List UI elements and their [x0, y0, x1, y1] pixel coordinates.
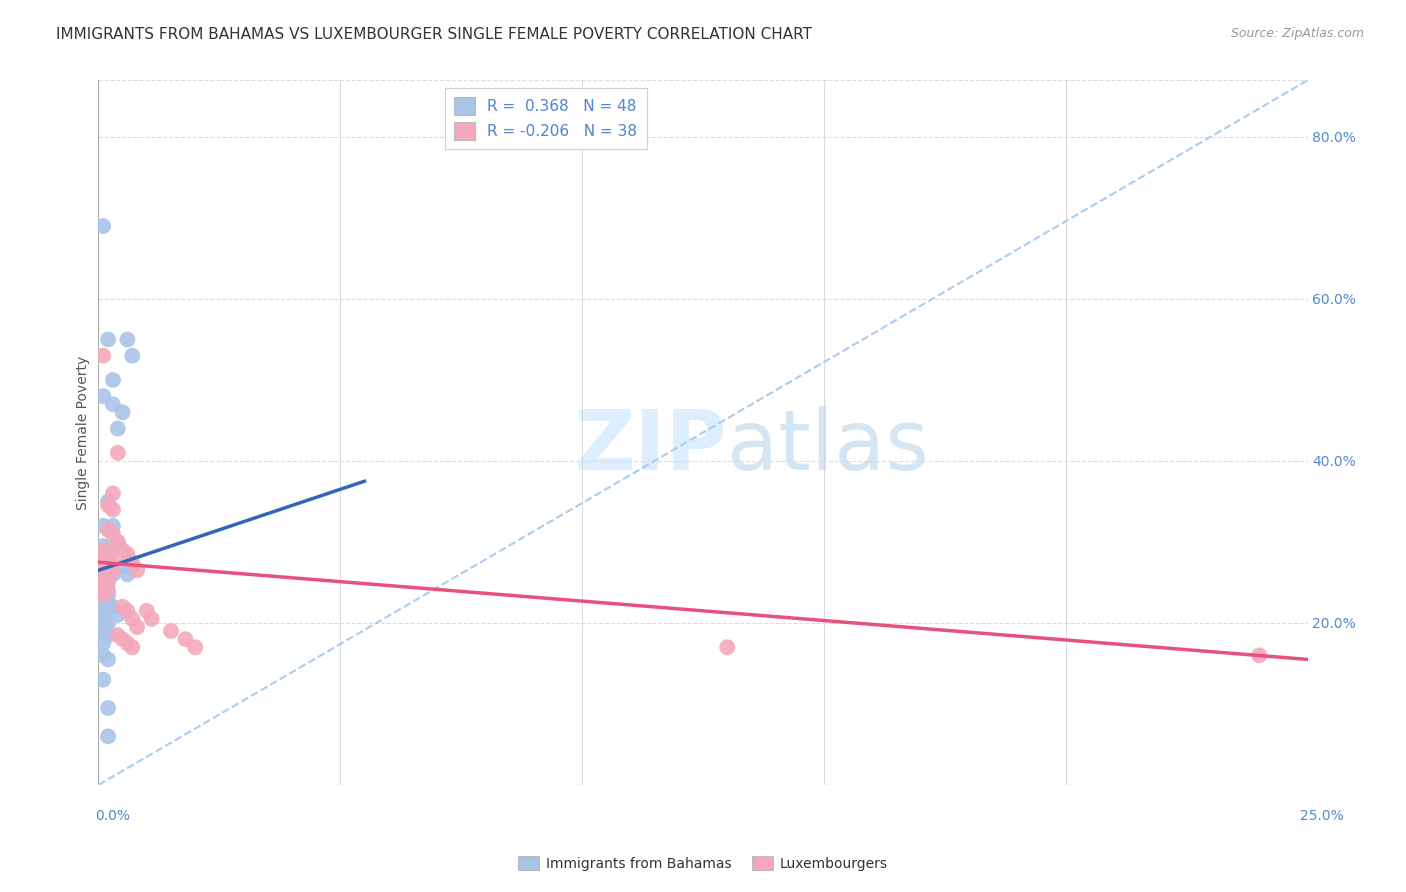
- Point: [91, 620, 114, 634]
- Text: 25.0%: 25.0%: [1301, 809, 1344, 823]
- Point: [91, 648, 114, 663]
- Point: [97, 499, 120, 513]
- Text: ZIP: ZIP: [575, 406, 727, 487]
- Point: [91, 518, 114, 533]
- Point: [111, 559, 134, 574]
- Point: [91, 555, 114, 569]
- Point: [111, 543, 134, 558]
- Point: [107, 535, 129, 549]
- Point: [111, 405, 134, 419]
- Point: [97, 559, 120, 574]
- Point: [97, 551, 120, 566]
- Point: [97, 583, 120, 598]
- Point: [101, 518, 124, 533]
- Point: [91, 580, 114, 594]
- Point: [97, 652, 120, 666]
- Point: [1249, 648, 1271, 663]
- Point: [121, 559, 143, 574]
- Point: [91, 583, 114, 598]
- Point: [91, 607, 114, 622]
- Text: Source: ZipAtlas.com: Source: ZipAtlas.com: [1230, 27, 1364, 40]
- Point: [91, 539, 114, 553]
- Point: [141, 612, 163, 626]
- Point: [184, 640, 207, 655]
- Point: [111, 599, 134, 614]
- Point: [91, 575, 114, 590]
- Point: [91, 555, 114, 569]
- Point: [91, 575, 114, 590]
- Point: [121, 640, 143, 655]
- Point: [97, 575, 120, 590]
- Text: IMMIGRANTS FROM BAHAMAS VS LUXEMBOURGER SINGLE FEMALE POVERTY CORRELATION CHART: IMMIGRANTS FROM BAHAMAS VS LUXEMBOURGER …: [56, 27, 813, 42]
- Y-axis label: Single Female Poverty: Single Female Poverty: [76, 356, 90, 509]
- Point: [101, 397, 124, 411]
- Legend: R =  0.368   N = 48, R = -0.206   N = 38: R = 0.368 N = 48, R = -0.206 N = 38: [444, 88, 647, 149]
- Point: [97, 559, 120, 574]
- Point: [121, 612, 143, 626]
- Point: [716, 640, 738, 655]
- Point: [91, 543, 114, 558]
- Point: [135, 604, 157, 618]
- Point: [91, 563, 114, 577]
- Point: [101, 373, 124, 387]
- Point: [127, 620, 149, 634]
- Point: [101, 486, 124, 500]
- Point: [101, 567, 124, 582]
- Point: [107, 421, 129, 435]
- Point: [107, 535, 129, 549]
- Point: [101, 599, 124, 614]
- Point: [117, 333, 139, 347]
- Point: [97, 494, 120, 508]
- Point: [101, 547, 124, 561]
- Point: [91, 604, 114, 618]
- Point: [91, 219, 114, 233]
- Point: [91, 591, 114, 606]
- Point: [97, 596, 120, 610]
- Point: [91, 612, 114, 626]
- Point: [101, 563, 124, 577]
- Point: [91, 673, 114, 687]
- Point: [107, 446, 129, 460]
- Text: atlas: atlas: [727, 406, 929, 487]
- Point: [121, 555, 143, 569]
- Point: [91, 547, 114, 561]
- Point: [101, 502, 124, 516]
- Point: [97, 571, 120, 585]
- Point: [174, 632, 197, 647]
- Point: [91, 624, 114, 638]
- Point: [117, 547, 139, 561]
- Point: [91, 588, 114, 602]
- Point: [97, 628, 120, 642]
- Point: [111, 632, 134, 647]
- Point: [117, 567, 139, 582]
- Point: [91, 389, 114, 403]
- Point: [107, 628, 129, 642]
- Point: [97, 333, 120, 347]
- Point: [127, 563, 149, 577]
- Point: [101, 527, 124, 541]
- Point: [97, 523, 120, 537]
- Point: [97, 730, 120, 744]
- Point: [121, 349, 143, 363]
- Point: [107, 607, 129, 622]
- Point: [117, 636, 139, 650]
- Point: [117, 604, 139, 618]
- Point: [97, 547, 120, 561]
- Point: [160, 624, 183, 638]
- Point: [91, 567, 114, 582]
- Point: [91, 636, 114, 650]
- Point: [97, 615, 120, 630]
- Point: [91, 349, 114, 363]
- Point: [91, 599, 114, 614]
- Text: 0.0%: 0.0%: [96, 809, 131, 823]
- Point: [97, 588, 120, 602]
- Point: [97, 701, 120, 715]
- Point: [91, 571, 114, 585]
- Point: [91, 580, 114, 594]
- Legend: Immigrants from Bahamas, Luxembourgers: Immigrants from Bahamas, Luxembourgers: [512, 850, 894, 876]
